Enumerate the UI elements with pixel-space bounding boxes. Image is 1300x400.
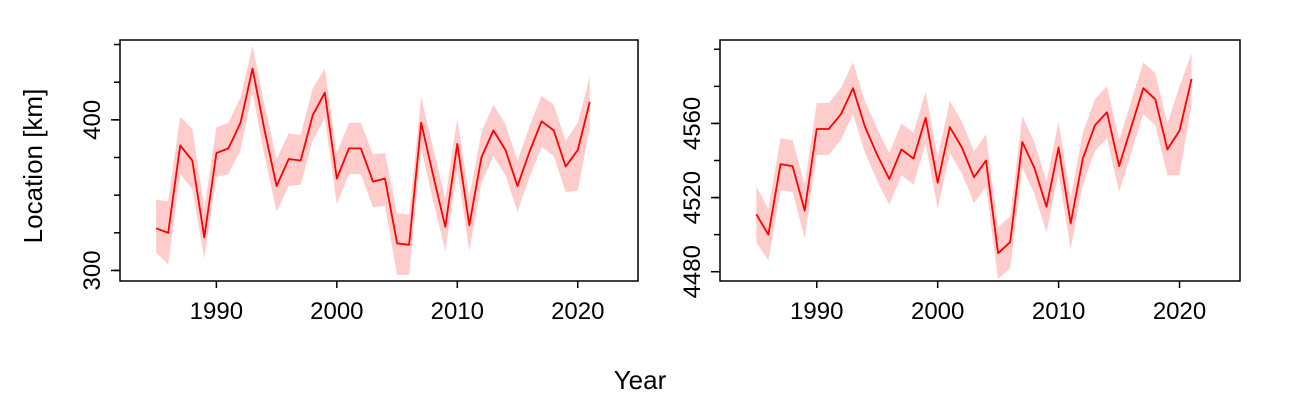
x-tick-label: 2020 [551, 298, 604, 325]
plot-frame [119, 39, 639, 282]
x-tick-label: 2020 [1153, 298, 1206, 325]
shared-x-axis-title: Year [614, 365, 667, 395]
series-line [755, 78, 1193, 255]
series-line [155, 67, 591, 246]
y-tick-label: 300 [79, 250, 106, 290]
right-panel: 1990 2000 2010 2020 4480 4520 4560 [679, 39, 1241, 325]
x-tick-label: 2000 [911, 298, 964, 325]
x-tick-label: 2010 [1032, 298, 1085, 325]
shared-y-axis-title: Location [km] [18, 89, 48, 244]
x-tick-label: 2000 [310, 298, 363, 325]
y-tick-label: 4480 [679, 245, 706, 298]
x-tick-label: 1990 [790, 298, 843, 325]
y-tick-label: 400 [79, 100, 106, 140]
x-tick-label: 1990 [190, 298, 243, 325]
x-tick-label: 2010 [431, 298, 484, 325]
confidence-band [156, 46, 590, 275]
left-panel: 1990 2000 2010 2020 300 400 [79, 39, 639, 325]
y-tick-label: 4520 [679, 171, 706, 224]
confidence-band [756, 53, 1192, 280]
y-tick-label: 4560 [679, 97, 706, 150]
